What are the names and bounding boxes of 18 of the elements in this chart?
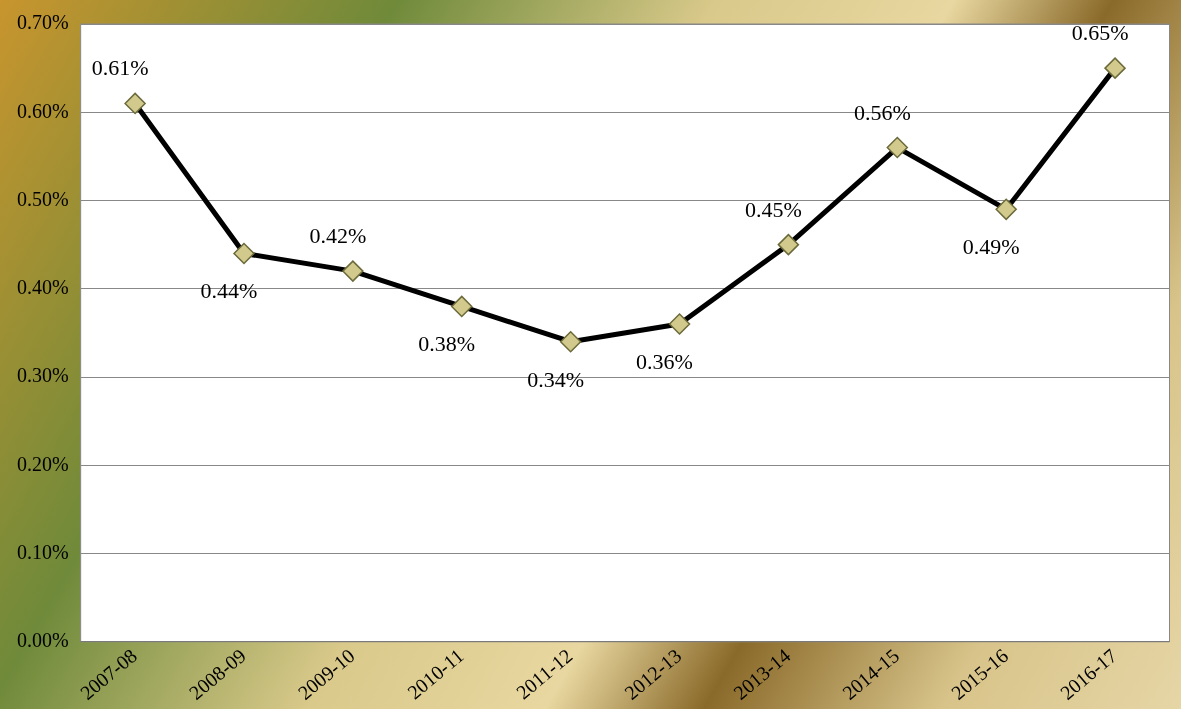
y-tick-label: 0.60% — [16, 99, 69, 122]
data-label: 0.36% — [636, 349, 693, 375]
data-label: 0.34% — [527, 366, 585, 392]
data-label: 0.56% — [853, 99, 911, 125]
y-tick-label: 0.10% — [16, 540, 69, 563]
y-tick-label: 0.40% — [16, 276, 69, 299]
y-tick-label: 0.20% — [16, 452, 69, 475]
data-label: 0.38% — [418, 331, 476, 357]
y-tick-label: 0.50% — [16, 187, 69, 210]
data-label: 0.44% — [200, 278, 258, 304]
data-label: 0.49% — [962, 234, 1020, 260]
data-label: 0.65% — [1071, 20, 1129, 46]
data-label: 0.45% — [744, 196, 802, 222]
data-label: 0.61% — [91, 55, 149, 81]
y-tick-label: 0.00% — [16, 629, 69, 652]
y-tick-label: 0.70% — [16, 11, 69, 34]
y-tick-label: 0.30% — [16, 364, 69, 387]
data-label: 0.42% — [309, 223, 367, 249]
